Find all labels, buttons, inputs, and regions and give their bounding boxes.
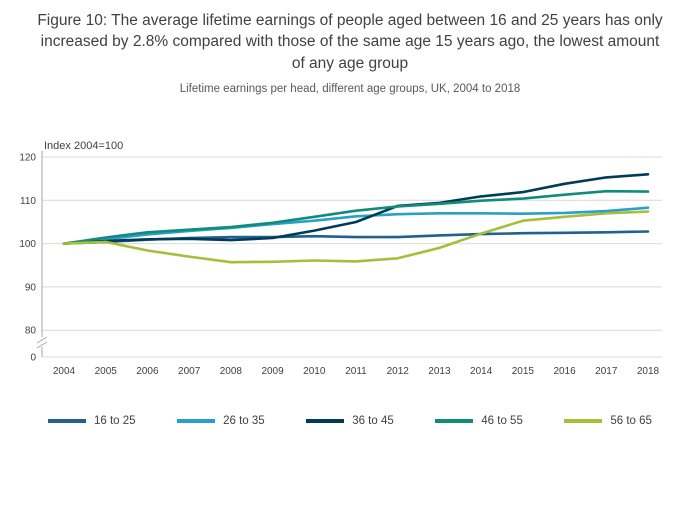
x-tick-label: 2009: [261, 366, 284, 377]
y-tick-label: 110: [20, 196, 36, 207]
chart-legend: 16 to 25 26 to 35 36 to 45 46 to 55 56 to 65: [0, 415, 700, 427]
legend-item-36-to-45[interactable]: 36 to 45: [306, 415, 394, 427]
legend-label: 46 to 55: [481, 415, 523, 427]
legend-swatch-46-to-55: [435, 419, 474, 423]
x-tick-label: 2006: [136, 366, 159, 377]
y-tick-label: 80: [25, 326, 37, 337]
legend-label: 36 to 45: [352, 415, 394, 427]
legend-item-56-to-65[interactable]: 56 to 65: [564, 415, 652, 427]
y-axis-note: Index 2004=100: [44, 140, 123, 152]
x-tick-label: 2008: [220, 366, 243, 377]
series-line-36-to-45: [62, 172, 650, 245]
figure-10: Figure 10: The average lifetime earnings…: [0, 10, 700, 512]
legend-label: 56 to 65: [610, 415, 652, 427]
x-tick-label: 2004: [53, 366, 76, 377]
legend-label: 26 to 35: [223, 415, 265, 427]
chart-subtitle: Lifetime earnings per head, different ag…: [179, 83, 521, 96]
legend-item-26-to-35[interactable]: 26 to 35: [177, 415, 265, 427]
legend-swatch-16-to-25: [48, 419, 86, 423]
x-tick-label: 2016: [553, 366, 576, 377]
legend-swatch-36-to-45: [306, 419, 345, 423]
x-tick-label: 2018: [637, 366, 660, 377]
x-tick-label: 2013: [428, 366, 451, 377]
legend-label: 16 to 25: [94, 415, 136, 427]
x-tick-label: 2017: [595, 366, 618, 377]
legend-item-46-to-55[interactable]: 46 to 55: [435, 415, 523, 427]
chart-canvas: Index 2004=100 0 80 90 100 110 120 2004 2005 2006…: [19, 140, 662, 377]
series-line-46-to-55: [62, 189, 650, 245]
x-tick-label: 2005: [95, 366, 118, 377]
y-tick-label: 100: [19, 239, 36, 250]
chart-title: Figure 10: The average lifetime earnings…: [37, 12, 663, 72]
series-line-56-to-65: [62, 210, 650, 264]
y-tick-label: 120: [19, 153, 36, 164]
x-tick-label: 2007: [178, 366, 201, 377]
legend-swatch-56-to-65: [564, 419, 603, 423]
x-tick-label: 2015: [512, 366, 535, 377]
legend-item-16-to-25[interactable]: 16 to 25: [48, 415, 136, 427]
line-chart: Index 2004=100 0 80 90 100 110 120 2004 2005 2006…: [0, 135, 700, 385]
x-tick-label: 2012: [387, 366, 410, 377]
axis-break-mark: [36, 336, 48, 344]
x-tick-label: 2010: [303, 366, 326, 377]
legend-swatch-26-to-35: [177, 419, 216, 423]
y-tick-label: 90: [25, 282, 37, 293]
axis-break-mark: [36, 341, 48, 349]
series-line-26-to-35: [62, 206, 650, 245]
x-tick-label: 2014: [470, 366, 493, 377]
x-tick-label: 2011: [345, 366, 367, 377]
y-tick-label: 0: [30, 353, 36, 364]
